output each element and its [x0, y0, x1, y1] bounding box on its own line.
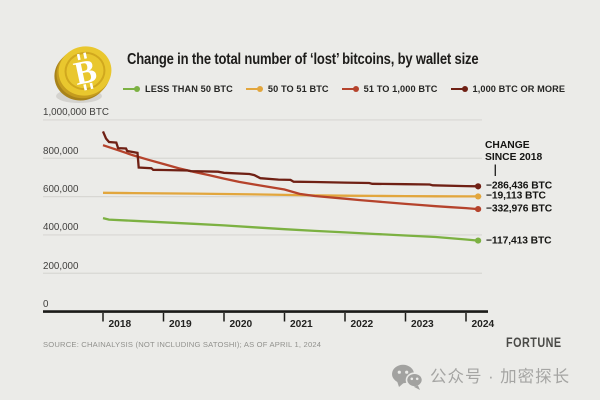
- change-value-label: −286,436 BTC: [486, 180, 553, 192]
- legend-line-dot-icon: [341, 86, 359, 92]
- legend-item: 1,000 BTC OR MORE: [450, 84, 566, 94]
- change-value-label: −117,413 BTC: [486, 235, 552, 247]
- legend-label: 1,000 BTC OR MORE: [472, 84, 566, 94]
- legend-line-dot-icon: [245, 86, 263, 92]
- series-end-dot: [475, 183, 482, 190]
- change-value-label: −19,113 BTC: [486, 190, 546, 202]
- fortune-logo: FORTUNE: [506, 335, 562, 350]
- bitcoin-coin-icon: B: [54, 46, 112, 103]
- chart-title: Change in the total number of ‘lost’ bit…: [127, 51, 479, 68]
- legend-label: 51 TO 1,000 BTC: [363, 84, 438, 94]
- legend-item: 50 TO 51 BTC: [245, 84, 329, 94]
- series-line: [101, 130, 479, 188]
- series-line: [102, 144, 479, 211]
- change-since-2018-heading: CHANGE SINCE 2018: [485, 140, 543, 163]
- x-tick-label: 2020: [229, 319, 253, 330]
- series-line: [102, 216, 479, 242]
- x-tick-label: 2024: [471, 319, 495, 330]
- legend-item: 51 TO 1,000 BTC: [341, 84, 438, 94]
- x-tick-label: 2019: [169, 319, 192, 330]
- gridlines: [43, 119, 488, 313]
- y-tick-label: 0: [43, 299, 49, 311]
- series-end-dot: [475, 205, 482, 213]
- y-tick-label: 800,000: [43, 145, 79, 157]
- legend-line-dot-icon: [123, 86, 140, 92]
- wechat-icon: [392, 364, 424, 390]
- series-lines: [101, 130, 482, 244]
- y-tick-label: 400,000: [43, 222, 79, 234]
- legend-item: LESS THAN 50 BTC: [123, 84, 233, 94]
- change-value-label: −332,976 BTC: [486, 203, 553, 215]
- y-tick-label: 200,000: [43, 260, 79, 272]
- wechat-watermark: 公众号 · 加密探长: [392, 363, 570, 387]
- series-end-dot: [475, 237, 482, 244]
- legend: LESS THAN 50 BTC 50 TO 51 BTC 51 TO 1,000 …: [123, 84, 565, 94]
- y-tick-label: 1,000,000 BTC: [43, 107, 109, 119]
- watermark-text: 公众号 · 加密探长: [430, 368, 571, 386]
- legend-line-dot-icon: [450, 86, 468, 92]
- legend-label: 50 TO 51 BTC: [267, 84, 329, 94]
- legend-label: LESS THAN 50 BTC: [145, 84, 233, 94]
- source-note: SOURCE: CHAINALYSIS (NOT INCLUDING SATOS…: [43, 340, 322, 349]
- y-tick-label: 600,000: [43, 184, 79, 196]
- x-tick-label: 2023: [411, 319, 434, 330]
- series-end-dot: [475, 193, 482, 200]
- x-tick-label: 2022: [350, 319, 374, 330]
- x-tick-label: 2018: [108, 319, 132, 330]
- x-axis-ticks: [102, 313, 467, 322]
- x-tick-label: 2021: [290, 319, 313, 330]
- series-line: [102, 191, 479, 198]
